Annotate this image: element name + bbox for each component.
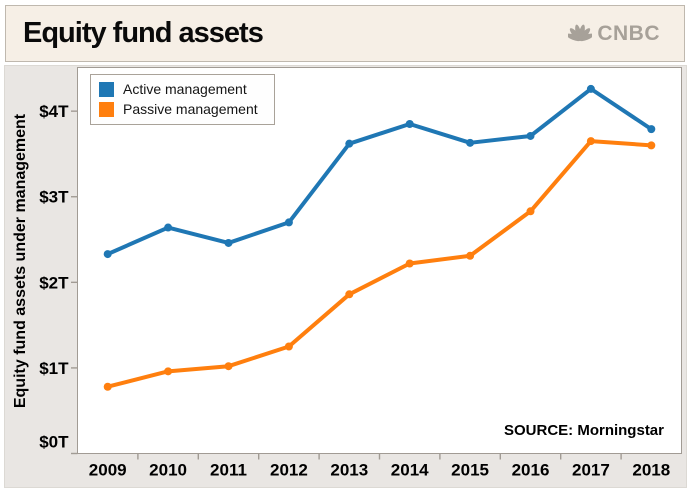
series-line-passive-management [105, 139, 654, 389]
chart-legend: Active management Passive management [90, 74, 275, 125]
data-point-passive-management [647, 141, 656, 150]
data-point-passive-management [103, 382, 112, 391]
y-tick-label: $0T [39, 433, 69, 452]
source-attribution: SOURCE: Morningstar [503, 422, 664, 439]
x-tick-label: 2011 [210, 461, 247, 480]
data-point-active-management [345, 139, 354, 148]
x-tick-label: 2014 [391, 461, 429, 480]
data-point-active-management [284, 218, 293, 227]
data-point-active-management [224, 238, 233, 247]
data-point-active-management [586, 84, 595, 93]
chart-header: Equity fund assets CNBC [5, 5, 685, 62]
data-point-passive-management [405, 259, 414, 268]
data-point-passive-management [345, 290, 354, 299]
data-point-active-management [405, 119, 414, 128]
data-point-passive-management [526, 207, 535, 216]
legend-label: Active management [123, 81, 247, 97]
x-tick-label: 2009 [89, 461, 127, 480]
y-tick-label: $3T [39, 188, 69, 207]
cnbc-logo: CNBC [568, 23, 660, 44]
page-title: Equity fund assets [23, 17, 264, 49]
x-tick-label: 2018 [632, 461, 670, 480]
cnbc-logo-text: CNBC [597, 22, 660, 45]
data-point-active-management [103, 250, 112, 259]
passive-series-swatch [99, 101, 114, 117]
y-axis-title: Equity fund assets under management [12, 113, 29, 409]
x-tick-label: 2015 [451, 461, 489, 480]
x-tick-label: 2013 [330, 461, 368, 480]
y-tick-label: $2T [39, 273, 69, 292]
x-tick-label: 2012 [270, 461, 308, 480]
data-point-active-management [164, 223, 173, 232]
x-tick-label: 2010 [149, 461, 187, 480]
chart-area: $0T $1T $2T $3T $4T 2009 2010 2011 2012 2013 2014 2… [5, 66, 686, 487]
active-series-swatch [99, 81, 114, 97]
x-tick-label: 2017 [572, 461, 610, 480]
y-tick-label: $1T [39, 359, 69, 378]
series-line-active-management [105, 86, 654, 257]
chart-canvas: $0T $1T $2T $3T $4T 2009 2010 2011 2012 2013 2014 2… [39, 67, 682, 480]
y-tick-label: $4T [39, 102, 69, 121]
data-point-passive-management [284, 342, 293, 351]
data-point-passive-management [164, 367, 173, 376]
legend-item-passive: Passive management [99, 101, 258, 117]
x-tick-label: 2016 [512, 461, 550, 480]
data-point-passive-management [466, 251, 475, 260]
legend-label: Passive management [123, 101, 258, 117]
data-point-passive-management [224, 362, 233, 371]
legend-item-active: Active management [99, 81, 258, 97]
data-point-active-management [466, 138, 475, 147]
peacock-icon [568, 24, 593, 42]
data-point-active-management [526, 131, 535, 140]
data-point-active-management [647, 125, 656, 134]
data-point-passive-management [586, 137, 595, 146]
plot-background [77, 67, 682, 454]
